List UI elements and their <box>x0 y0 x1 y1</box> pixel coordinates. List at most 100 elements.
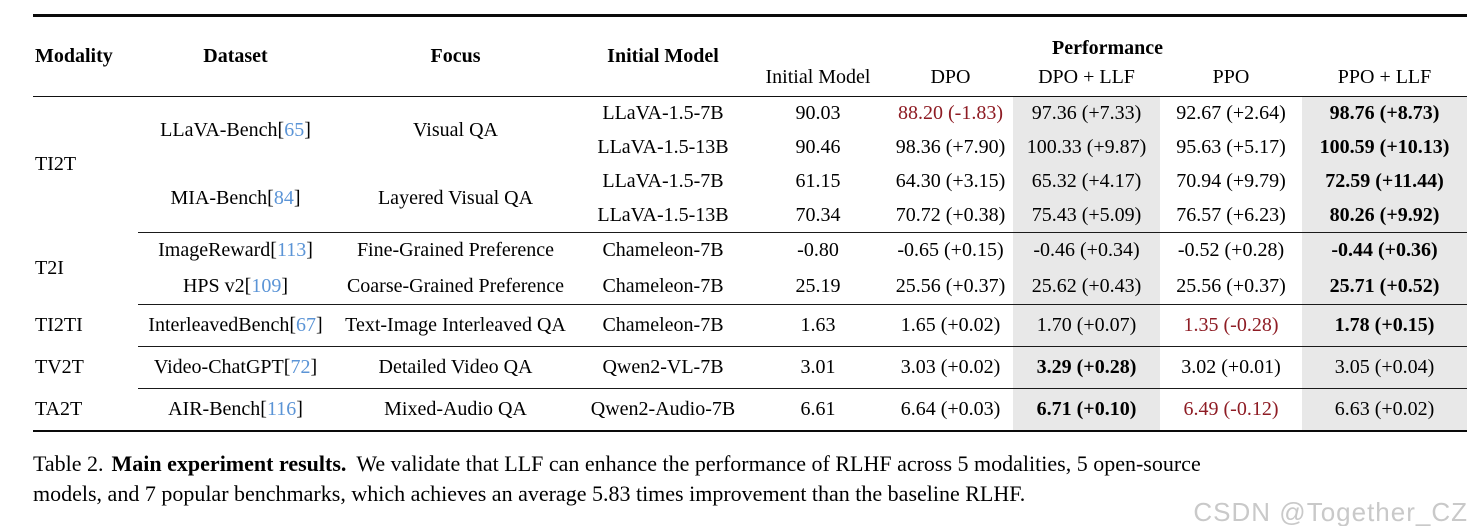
table-caption: Table 2. Main experiment results. We valid… <box>33 449 1467 509</box>
table-row: TV2T Video-ChatGPT[72] Detailed Video QA… <box>33 346 1468 389</box>
header-row-1: Modality Dataset Focus Initial Model Per… <box>33 16 1467 68</box>
cell-dpo: 98.36 (+7.90) <box>895 136 1006 158</box>
citation-link[interactable]: 67 <box>296 314 317 336</box>
cell-focus: Fine-Grained Preference <box>333 232 578 269</box>
cell-modality: TI2T <box>33 96 138 233</box>
cell-initial-model: Chameleon-7B <box>602 274 724 297</box>
cell-dpo: 70.72 (+0.38) <box>895 203 1006 226</box>
cell-ppo: 1.35 (-0.28) <box>1160 304 1302 347</box>
cell-focus: Coarse-Grained Preference <box>346 274 565 297</box>
col-header-dataset: Dataset <box>203 45 268 67</box>
cite-bracket-close: ] <box>310 356 318 378</box>
header-row-2: Initial Model DPO DPO + LLF PPO PPO + LL… <box>33 60 1467 97</box>
table-row: HPS v2[109] Coarse-Grained Preference Ch… <box>33 268 1468 305</box>
citation-link[interactable]: 109 <box>251 274 282 297</box>
caption-label: Table 2. <box>33 450 104 476</box>
cell-modality: TA2T <box>35 397 83 420</box>
cell-ppo: 3.02 (+0.01) <box>1160 346 1302 389</box>
cell-focus: Text-Image Interleaved QA <box>333 304 578 347</box>
cell-dataset: Video-ChatGPT[72] <box>138 346 333 389</box>
citation-link[interactable]: 113 <box>276 239 307 262</box>
caption-body-line2: models, and 7 popular benchmarks, which … <box>33 480 1026 506</box>
cell-initial-model: Chameleon-7B <box>578 304 748 347</box>
cell-dataset: AIR-Bench[116] <box>138 388 333 431</box>
dataset-name: ImageReward <box>158 239 271 262</box>
caption-line-1: Table 2. Main experiment results. We valid… <box>33 449 1467 479</box>
cell-ppo-llf: 100.59 (+10.13) <box>1302 130 1468 165</box>
table-row: TA2T AIR-Bench[116] Mixed-Audio QA Qwen2… <box>33 388 1468 431</box>
col-header-dpo-llf: DPO + LLF <box>1038 66 1135 89</box>
table-row: TI2T LLaVA-Bench[65] Visual QA LLaVA-1.5… <box>33 96 1468 233</box>
cite-bracket-open: [ <box>260 397 267 420</box>
cite-bracket-open: [ <box>289 314 297 336</box>
cell-ppo-llf: 72.59 (+11.44) <box>1302 164 1468 199</box>
caption-line-2: models, and 7 popular benchmarks, which … <box>33 479 1467 509</box>
dataset-name: LLaVA-Bench <box>160 119 278 142</box>
cell-dpo-llf: 100.33 (+9.87) <box>1013 130 1160 165</box>
cell-modality: T2I <box>35 257 64 279</box>
citation-link[interactable]: 65 <box>284 119 305 142</box>
cell-perf-initial: 70.34 <box>795 203 841 226</box>
citation-link[interactable]: 84 <box>273 186 294 209</box>
cell-focus: Mixed-Audio QA <box>333 388 578 431</box>
cell-initial-model: LLaVA-1.5-7B <box>578 96 748 131</box>
cell-ppo: 95.63 (+5.17) <box>1176 136 1286 158</box>
cite-bracket-close: ] <box>281 274 289 297</box>
cell-initial-model: Qwen2-VL-7B <box>578 346 748 389</box>
cite-bracket-open: [ <box>283 356 291 378</box>
cite-bracket-open: [ <box>244 274 252 297</box>
cite-bracket-close: ] <box>296 397 303 420</box>
col-header-ppo-llf: PPO + LLF <box>1337 66 1432 89</box>
citation-link[interactable]: 116 <box>266 397 297 420</box>
cell-dpo-llf: 97.36 (+7.33) <box>1013 96 1160 131</box>
table-row: T2I ImageReward[113] Fine-Grained Prefer… <box>33 232 1468 279</box>
table-row: LLaVA-1.5-13B 70.34 70.72 (+0.38) 75.43 … <box>33 198 1468 233</box>
table-row: TI2TI InterleavedBench[67] Text-Image In… <box>33 304 1468 347</box>
dataset-name: Video-ChatGPT <box>153 356 284 378</box>
cell-dpo-llf: 65.32 (+4.17) <box>1013 164 1160 199</box>
cell-ppo: 25.56 (+0.37) <box>1176 274 1286 297</box>
caption-title: Main experiment results. <box>111 450 347 476</box>
cell-perf-initial: 25.19 <box>795 274 841 297</box>
paper-page: Modality Dataset Focus Initial Model Per… <box>0 14 1474 526</box>
table-row: MIA-Bench[84] Layered Visual QA LLaVA-1.… <box>33 164 1468 209</box>
cell-ppo-llf: 98.76 (+8.73) <box>1302 96 1468 131</box>
col-header-perf-initial-model: Initial Model <box>765 66 871 89</box>
cell-ppo: 70.94 (+9.79) <box>1176 170 1286 192</box>
caption-body-line1: We validate that LLF can enhance the per… <box>356 450 1201 476</box>
cell-ppo-llf: 6.63 (+0.02) <box>1302 388 1468 431</box>
cell-dpo: 25.56 (+0.37) <box>895 274 1006 297</box>
cell-perf-initial: -0.80 <box>748 232 888 269</box>
cell-dpo-llf: 75.43 (+5.09) <box>1013 198 1160 233</box>
col-header-dpo: DPO <box>930 66 971 89</box>
cell-dpo-llf: 3.29 (+0.28) <box>1013 346 1160 389</box>
cell-ppo-llf: 80.26 (+9.92) <box>1302 198 1468 233</box>
cell-initial-model: LLaVA-1.5-13B <box>597 136 729 158</box>
cell-focus: Visual QA <box>333 96 578 165</box>
cite-bracket-open: [ <box>270 239 277 262</box>
cell-dpo: 1.65 (+0.02) <box>888 304 1013 347</box>
cite-bracket-open: [ <box>277 119 285 142</box>
dataset-name: MIA-Bench <box>170 186 268 209</box>
cell-ppo: 6.49 (-0.12) <box>1160 388 1302 431</box>
cell-modality: TI2TI <box>35 314 83 336</box>
cite-bracket-close: ] <box>304 119 311 142</box>
cell-initial-model: Chameleon-7B <box>578 232 748 269</box>
dataset-name: AIR-Bench <box>168 397 261 420</box>
cell-ppo: -0.52 (+0.28) <box>1160 232 1302 269</box>
cell-ppo-llf: 25.71 (+0.52) <box>1302 268 1468 305</box>
cell-ppo-llf: -0.44 (+0.36) <box>1302 232 1468 269</box>
cite-bracket-close: ] <box>306 239 313 262</box>
cell-dpo-llf: 25.62 (+0.43) <box>1013 268 1160 305</box>
cite-bracket-close: ] <box>293 186 301 209</box>
cell-modality: TV2T <box>35 356 84 378</box>
cell-perf-initial: 61.15 <box>795 170 841 192</box>
results-table: Modality Dataset Focus Initial Model Per… <box>33 14 1468 432</box>
cite-bracket-open: [ <box>267 186 274 209</box>
cell-dpo-llf: -0.46 (+0.34) <box>1013 232 1160 269</box>
cell-perf-initial: 90.46 <box>795 136 841 158</box>
col-header-initial-model: Initial Model <box>607 45 719 67</box>
citation-link[interactable]: 72 <box>290 356 311 378</box>
cell-focus: Layered Visual QA <box>377 186 534 209</box>
cite-bracket-close: ] <box>316 314 323 336</box>
